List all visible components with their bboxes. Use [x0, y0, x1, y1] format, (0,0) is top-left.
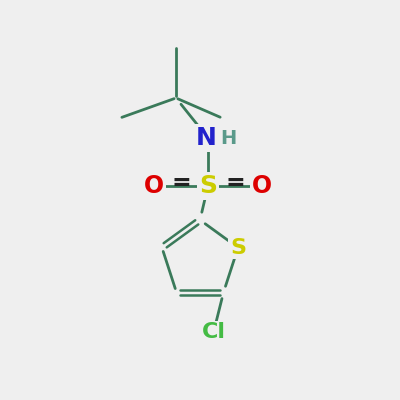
Text: O: O: [252, 174, 272, 198]
Text: S: S: [199, 174, 217, 198]
Text: H: H: [221, 128, 237, 148]
Text: =: =: [171, 171, 191, 195]
Text: Cl: Cl: [202, 322, 226, 342]
Text: N: N: [196, 126, 216, 150]
Text: S: S: [230, 238, 246, 258]
Text: =: =: [225, 171, 245, 195]
Text: O: O: [144, 174, 164, 198]
